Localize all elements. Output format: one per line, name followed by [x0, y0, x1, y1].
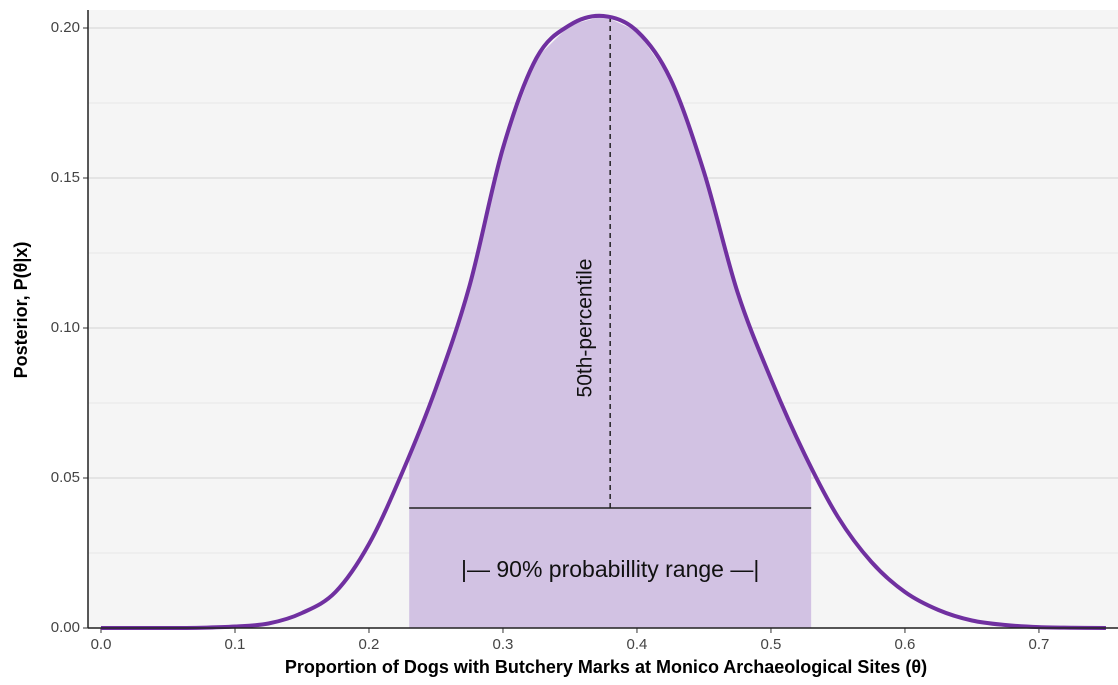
y-tick-label: 0.05: [51, 469, 80, 486]
x-tick-label: 0.0: [91, 636, 112, 653]
x-tick-label: 0.4: [627, 636, 648, 653]
x-tick-label: 0.6: [895, 636, 916, 653]
x-axis-label: Proportion of Dogs with Butchery Marks a…: [285, 657, 927, 677]
interval-label: |— 90% probabillity range —|: [461, 556, 759, 582]
y-tick-label: 0.15: [51, 169, 80, 186]
y-axis-label: Posterior, P(θ|x): [11, 242, 31, 379]
x-tick-label: 0.2: [359, 636, 380, 653]
posterior-line: [100, 13, 1106, 631]
median-label: 50th-percentile: [574, 259, 597, 398]
x-tick-label: 0.1: [225, 636, 246, 653]
y-tick-label: 0.00: [51, 619, 80, 636]
y-tick-label: 0.20: [51, 19, 80, 36]
interval-area: [409, 16, 812, 628]
x-tick-label: 0.3: [493, 636, 514, 653]
y-tick-label: 0.10: [51, 319, 80, 336]
x-tick-label: 0.7: [1029, 636, 1050, 653]
x-tick-label: 0.5: [761, 636, 782, 653]
